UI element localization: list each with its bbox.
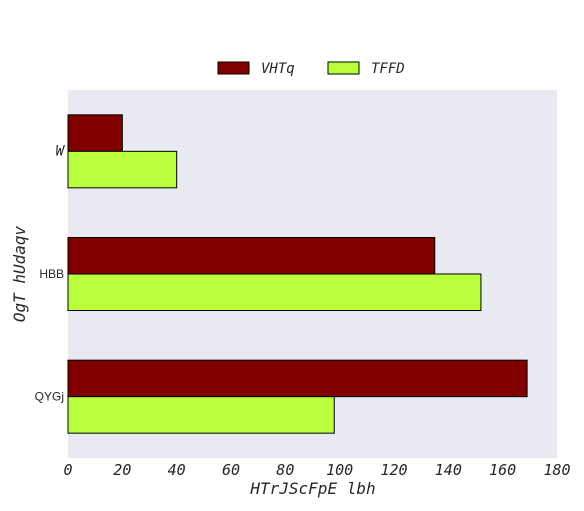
- x-tick-label-100: 100: [326, 461, 353, 479]
- legend-swatch-series-2: [327, 61, 360, 75]
- x-axis-title: HTrJScFpE lbh: [249, 479, 375, 498]
- y-tick-label-hbb: HBB: [39, 267, 64, 281]
- x-tick-label-120: 120: [380, 461, 407, 479]
- bar-hbb-series-2: [67, 273, 482, 311]
- y-tick-label-w: W: [56, 143, 66, 159]
- x-tick-label-180: 180: [543, 461, 570, 479]
- legend-label-series-1: VHTq: [261, 61, 295, 77]
- x-tick-label-80: 80: [276, 461, 294, 479]
- bar-qygj-series-2: [67, 396, 335, 434]
- legend-label-series-2: TFFD: [371, 61, 405, 77]
- x-tick-label-20: 20: [113, 461, 131, 479]
- bar-hbb-series-1: [67, 237, 436, 275]
- x-tick-label-0: 0: [63, 461, 72, 479]
- x-tick-label-160: 160: [489, 461, 516, 479]
- bar-w-series-2: [67, 150, 178, 189]
- x-tick-label-40: 40: [168, 461, 186, 479]
- y-tick-labels: W HBB QYGj: [35, 143, 66, 403]
- x-tick-label-60: 60: [222, 461, 240, 479]
- legend: VHTq TFFD: [217, 61, 405, 77]
- y-axis-title: OgT hUdaqv: [10, 225, 29, 322]
- legend-swatch-series-1: [217, 61, 250, 75]
- bar-w-series-1: [67, 114, 123, 152]
- x-tick-labels: 0 20 40 60 80 100 120 140 160 180: [63, 461, 570, 479]
- x-tick-label-140: 140: [435, 461, 462, 479]
- y-tick-label-qygj: QYGj: [35, 390, 64, 404]
- bar-qygj-series-1: [67, 359, 528, 398]
- bars-layer: [67, 114, 528, 434]
